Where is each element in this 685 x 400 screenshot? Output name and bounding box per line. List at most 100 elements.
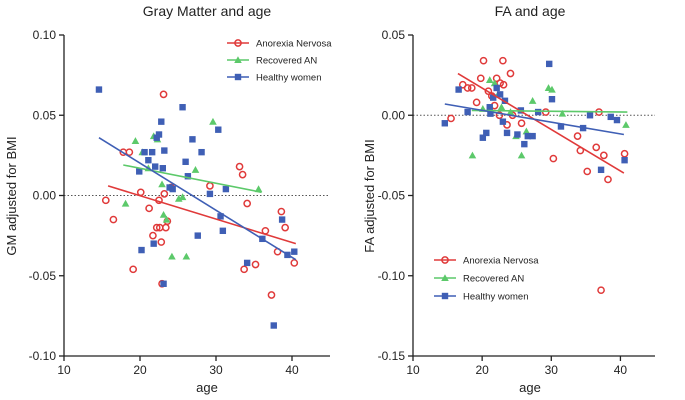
data-point <box>522 127 531 135</box>
data-point <box>479 56 488 65</box>
legend: Anorexia Nervosa Recovered AN Healthy wome… <box>434 256 539 303</box>
x-axis-label: age <box>196 380 218 395</box>
data-point <box>472 98 481 107</box>
regression-line <box>98 137 297 261</box>
data-point <box>490 94 497 101</box>
data-point <box>189 136 196 143</box>
data-point <box>182 252 191 260</box>
data-point <box>506 108 515 116</box>
regression-line <box>457 72 625 174</box>
data-point <box>159 90 168 99</box>
chart-fa: FA and age age FA adjusted for BMI -0.15… <box>362 3 655 395</box>
data-point <box>495 111 504 120</box>
data-point <box>138 246 145 254</box>
data-point <box>277 207 286 216</box>
data-point <box>169 185 176 193</box>
data-point <box>490 79 499 87</box>
data-point <box>178 193 187 201</box>
x-tick-label: 20 <box>133 363 147 377</box>
y-tick-label: -0.05 <box>29 269 57 283</box>
y-tick-label: -0.10 <box>29 349 57 363</box>
data-point <box>243 199 252 208</box>
data-point <box>496 91 504 98</box>
data-point <box>148 148 156 156</box>
data-point <box>521 140 528 148</box>
data-point <box>161 147 168 154</box>
data-point <box>499 118 507 125</box>
data-point <box>484 87 493 96</box>
legend-label: Healthy women <box>463 292 528 303</box>
data-point <box>503 121 511 129</box>
y-tick-label: 0.05 <box>33 108 57 122</box>
data-point <box>194 232 201 239</box>
data-point <box>597 286 605 295</box>
series-recovered-an <box>468 76 630 159</box>
data-point <box>168 252 176 260</box>
legend-marker <box>234 73 242 81</box>
legend-label: Anorexia Nervosa <box>463 256 539 267</box>
x-tick-label: 10 <box>406 363 420 377</box>
data-point <box>160 280 167 287</box>
data-point <box>141 148 148 156</box>
data-point <box>583 167 592 176</box>
y-tick-label: -0.10 <box>378 269 406 283</box>
data-point <box>222 185 230 193</box>
x-axis-label: age <box>519 380 541 395</box>
data-point <box>159 210 168 218</box>
data-point <box>447 114 455 123</box>
data-point <box>160 190 169 198</box>
legend: Anorexia Nervosa Recovered AN Healthy wome… <box>227 39 332 84</box>
data-point <box>291 248 298 255</box>
data-point <box>290 259 299 267</box>
data-point <box>534 108 542 116</box>
data-point <box>254 185 263 193</box>
data-point <box>162 215 171 223</box>
y-axis-label: FA adjusted for BMI <box>362 139 377 252</box>
data-point <box>184 173 192 180</box>
x-tick-label: 40 <box>285 363 299 377</box>
data-point <box>455 86 462 93</box>
data-point <box>597 166 605 174</box>
data-point <box>206 182 214 190</box>
data-point <box>161 223 170 232</box>
data-point <box>267 291 276 299</box>
data-point <box>464 108 471 116</box>
data-point <box>586 112 594 119</box>
data-point <box>155 131 163 138</box>
data-point <box>493 84 500 92</box>
data-point <box>145 156 152 164</box>
data-point <box>620 149 629 158</box>
data-point <box>467 84 476 92</box>
data-point <box>191 166 200 173</box>
data-point <box>125 148 134 157</box>
data-point <box>240 265 248 274</box>
data-point <box>278 216 286 223</box>
data-point <box>179 104 186 111</box>
data-point <box>109 215 118 224</box>
x-tick-label: 30 <box>209 363 223 377</box>
data-point <box>514 131 521 138</box>
data-point <box>129 265 138 274</box>
data-point <box>270 322 277 329</box>
legend-marker <box>441 292 449 300</box>
data-point <box>557 123 565 130</box>
series-healthy-women <box>441 60 628 174</box>
data-point <box>604 175 612 184</box>
chart-title: Gray Matter and age <box>143 3 272 19</box>
data-point <box>219 227 227 235</box>
data-point <box>492 74 501 83</box>
data-point <box>558 109 567 117</box>
legend-marker <box>234 39 242 47</box>
data-point <box>136 168 143 175</box>
y-tick-label: -0.15 <box>378 349 406 363</box>
data-point <box>131 137 140 144</box>
data-point <box>158 118 165 125</box>
x-tick-label: 30 <box>545 363 559 377</box>
data-point <box>541 108 550 116</box>
data-point <box>479 134 487 141</box>
data-point <box>159 165 166 172</box>
data-point <box>198 148 205 156</box>
data-point <box>145 204 153 213</box>
legend-marker <box>441 256 449 264</box>
data-point <box>483 129 490 137</box>
